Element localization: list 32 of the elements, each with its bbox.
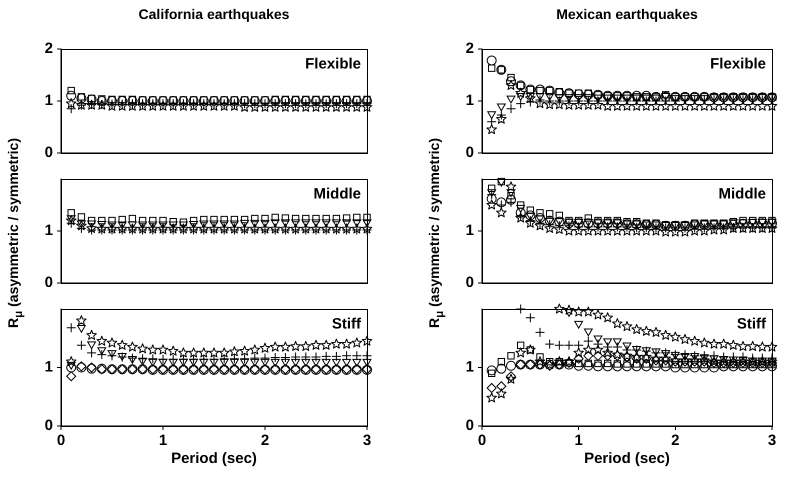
- y-tick-label: 0: [44, 144, 53, 162]
- y-tick-label: 0: [466, 144, 474, 162]
- y-tick-label: 1: [44, 222, 53, 240]
- x-tick-label: 0: [56, 432, 66, 450]
- y-tick-label: 0: [44, 417, 53, 434]
- x-tick-label: 1: [158, 432, 168, 450]
- x-tick-label: 2: [671, 432, 680, 450]
- y-tick-label: 0: [44, 274, 53, 292]
- y-tick-label: 0: [466, 417, 474, 434]
- y-tick-label: 1: [466, 222, 474, 240]
- x-tick-label: 0: [478, 432, 486, 450]
- x-axis-title: Period (sec): [584, 450, 670, 468]
- y-tick-label: 1: [44, 92, 53, 110]
- y-tick-label: 1: [466, 358, 474, 376]
- y-tick-label: 0: [466, 274, 474, 292]
- annotation: Flexible: [710, 56, 766, 73]
- x-tick-label: 3: [768, 432, 776, 450]
- annotation: Stiff: [332, 316, 362, 333]
- y-tick-label: 1: [466, 92, 474, 110]
- y-tick-label: 2: [44, 40, 53, 58]
- annotation: Middle: [314, 186, 361, 203]
- x-axis-title: Period (sec): [171, 450, 257, 468]
- x-tick-label: 1: [574, 432, 583, 450]
- x-tick-label: 2: [260, 432, 270, 450]
- y-tick-label: 1: [44, 358, 53, 376]
- annotation: Middle: [718, 186, 766, 203]
- annotation: Stiff: [736, 316, 767, 333]
- chart-title: California earthquakes: [138, 6, 290, 22]
- x-tick-label: 3: [362, 432, 372, 450]
- annotation: Flexible: [305, 56, 361, 73]
- y-tick-label: 2: [466, 40, 474, 58]
- chart-title: Mexican earthquakes: [555, 6, 699, 22]
